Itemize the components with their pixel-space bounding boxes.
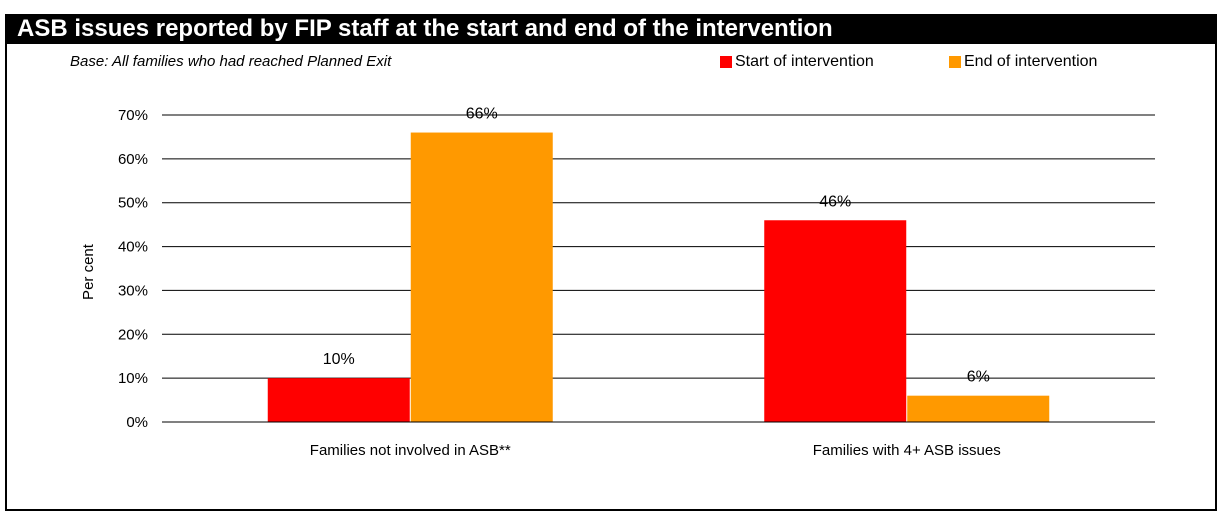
bar <box>410 132 553 423</box>
bar <box>267 378 410 422</box>
chart-frame <box>5 14 1217 511</box>
data-label: 10% <box>323 351 355 368</box>
x-category-label: Families with 4+ ASB issues <box>813 442 1001 459</box>
legend-label-end: End of intervention <box>964 53 1098 70</box>
chart-subtitle: Base: All families who had reached Plann… <box>70 53 392 70</box>
data-label: 46% <box>819 193 851 210</box>
legend-swatch-start <box>720 56 732 68</box>
y-tick-label: 20% <box>118 326 148 343</box>
data-label: 66% <box>466 106 498 123</box>
bar <box>764 220 907 422</box>
y-tick-label: 50% <box>118 195 148 212</box>
chart-title: ASB issues reported by FIP staff at the … <box>5 14 1217 44</box>
y-tick-label: 60% <box>118 151 148 168</box>
legend-item-start: Start of intervention <box>720 53 874 71</box>
y-tick-label: 70% <box>118 107 148 124</box>
legend-item-end: End of intervention <box>949 53 1097 71</box>
x-category-label: Families not involved in ASB** <box>310 442 511 459</box>
y-tick-label: 0% <box>126 414 148 431</box>
y-tick-label: 40% <box>118 239 148 256</box>
data-label: 6% <box>967 369 990 386</box>
legend-swatch-end <box>949 56 961 68</box>
bar <box>907 395 1050 422</box>
y-axis-title: Per cent <box>80 243 97 300</box>
y-tick-label: 10% <box>118 370 148 387</box>
legend-label-start: Start of intervention <box>735 53 874 70</box>
y-tick-label: 30% <box>118 282 148 299</box>
